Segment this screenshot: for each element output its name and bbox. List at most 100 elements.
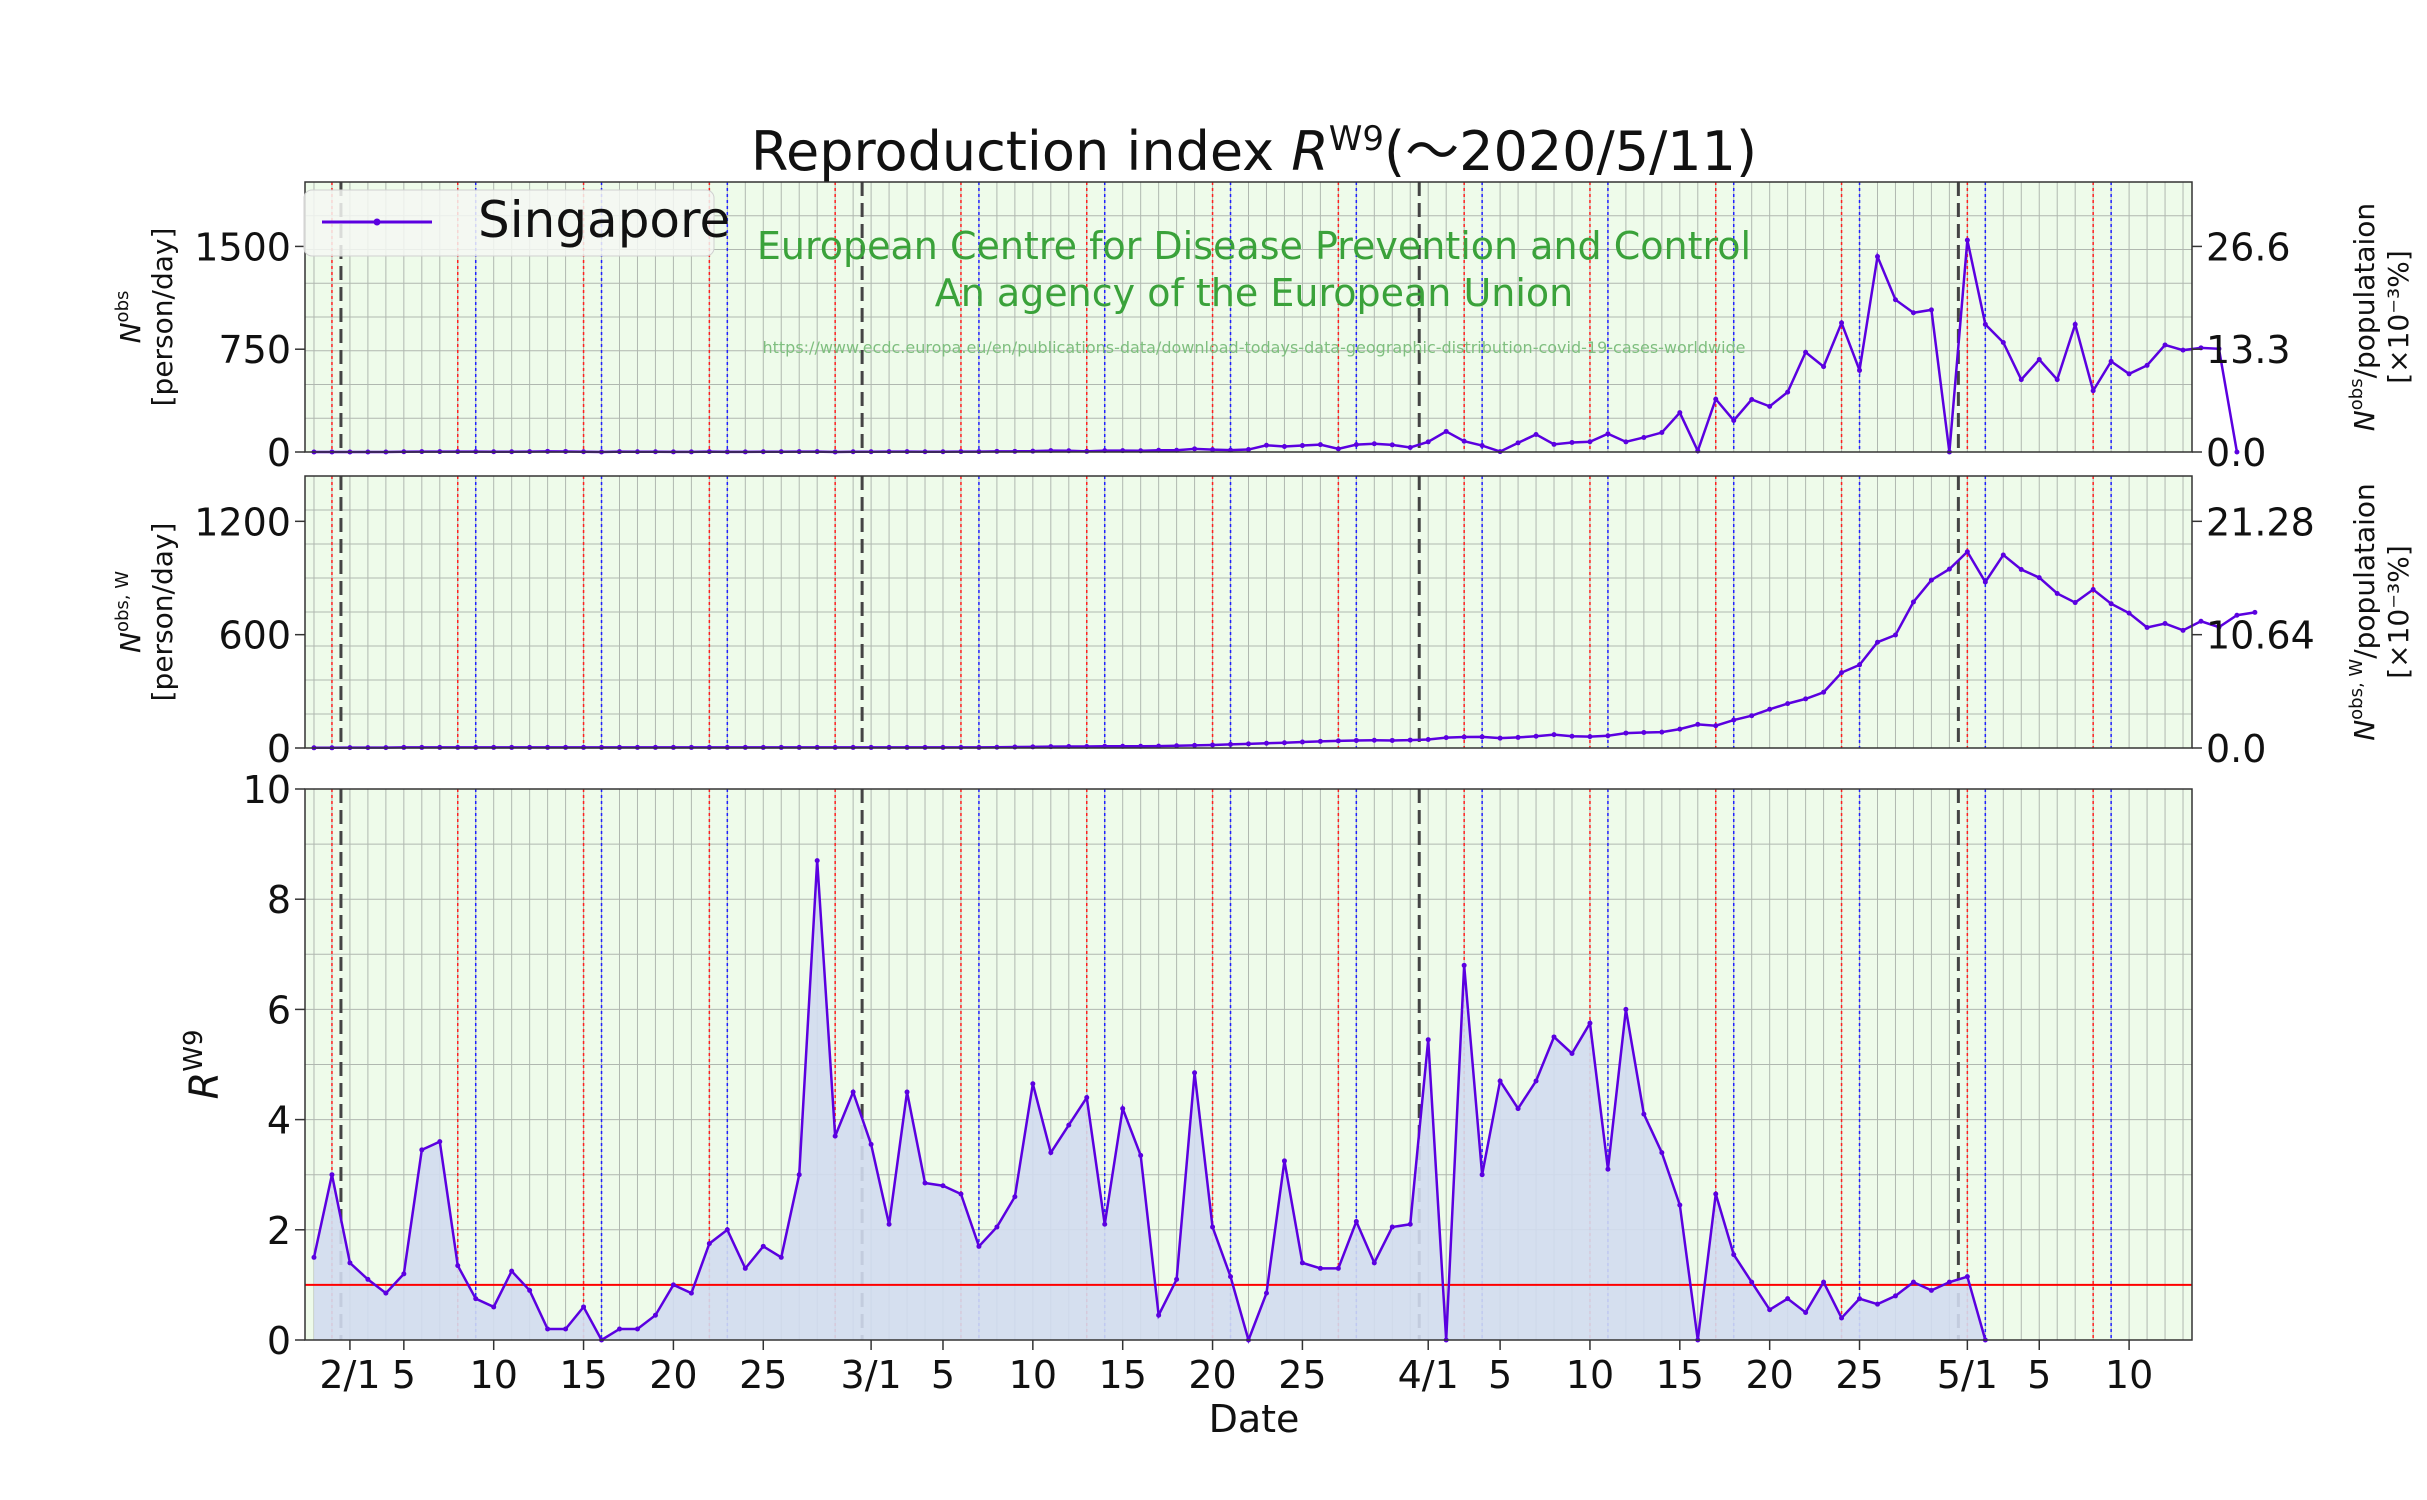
legend-marker xyxy=(373,218,381,226)
data-point xyxy=(1030,448,1036,454)
right-y-tick-label: 26.6 xyxy=(2206,225,2291,269)
y-axis-label: Nobs, W xyxy=(112,571,147,653)
x-tick-label: 15 xyxy=(1099,1353,1147,1397)
data-point xyxy=(778,1254,784,1260)
data-point xyxy=(311,1254,317,1260)
x-tick-label: 5 xyxy=(392,1353,416,1397)
data-point xyxy=(1497,735,1503,741)
data-point xyxy=(2216,624,2222,630)
data-point xyxy=(1910,310,1916,316)
legend-box xyxy=(303,189,715,257)
data-point xyxy=(1928,307,1934,313)
data-point xyxy=(563,1326,569,1332)
right-y-tick-label: 13.3 xyxy=(2206,328,2291,372)
data-point xyxy=(1659,430,1665,436)
data-point xyxy=(1641,1111,1647,1117)
data-point xyxy=(1982,579,1988,585)
data-point xyxy=(1317,442,1323,448)
data-point xyxy=(1263,740,1269,746)
y-tick-label: 750 xyxy=(218,328,291,372)
data-point xyxy=(1857,367,1863,373)
data-point xyxy=(976,1243,982,1249)
data-point xyxy=(1785,1296,1791,1302)
data-point xyxy=(2216,346,2222,352)
data-point xyxy=(1156,1312,1162,1318)
data-point xyxy=(1425,1037,1431,1043)
data-point xyxy=(670,1282,676,1288)
data-point xyxy=(1623,439,1629,445)
data-point xyxy=(329,1172,335,1178)
data-point xyxy=(2144,624,2150,630)
x-tick-label: 5/1 xyxy=(1937,1353,1998,1397)
data-point xyxy=(1371,1260,1377,1266)
y-tick-label: 2 xyxy=(267,1209,291,1253)
data-point xyxy=(1551,441,1557,447)
data-point xyxy=(940,1183,946,1189)
data-point xyxy=(1443,428,1449,434)
data-point xyxy=(1515,734,1521,740)
data-point xyxy=(1479,734,1485,740)
data-point xyxy=(2000,339,2006,345)
data-point xyxy=(1138,1152,1144,1158)
data-point xyxy=(1839,320,1845,326)
data-point xyxy=(1443,735,1449,741)
data-point xyxy=(2000,552,2006,558)
data-point xyxy=(2144,362,2150,368)
data-point xyxy=(1569,1050,1575,1056)
data-point xyxy=(1389,442,1395,448)
y-tick-label: 6 xyxy=(267,988,291,1032)
x-tick-label: 20 xyxy=(1188,1353,1236,1397)
data-point xyxy=(850,1089,856,1095)
area-fill xyxy=(313,860,1986,1340)
data-point xyxy=(1102,1221,1108,1227)
data-point xyxy=(1066,1122,1072,1128)
data-point xyxy=(760,1243,766,1249)
data-point xyxy=(1012,744,1018,750)
data-point xyxy=(1192,446,1198,452)
data-point xyxy=(347,1260,353,1266)
data-point xyxy=(1210,447,1216,453)
data-point xyxy=(1803,1309,1809,1315)
y-axis-label-superscript: W9 xyxy=(179,1029,209,1071)
data-point xyxy=(2180,347,2186,353)
data-point xyxy=(1587,734,1593,740)
data-point xyxy=(1120,1106,1126,1112)
data-point xyxy=(2198,618,2204,624)
data-point xyxy=(2252,609,2258,615)
x-tick-label: 25 xyxy=(739,1353,787,1397)
data-point xyxy=(1533,1078,1539,1084)
data-point xyxy=(814,858,820,864)
data-point xyxy=(2108,601,2114,607)
data-point xyxy=(1605,733,1611,739)
data-point xyxy=(1641,730,1647,736)
data-point xyxy=(1587,439,1593,445)
right-axis-label: Nobs, W/populataion xyxy=(2346,483,2381,741)
x-tick-label: 5 xyxy=(2027,1353,2051,1397)
data-point xyxy=(688,1290,694,1296)
data-point xyxy=(1569,733,1575,739)
data-point xyxy=(1821,364,1827,370)
data-point xyxy=(1210,1224,1216,1230)
data-point xyxy=(2126,371,2132,377)
x-tick-label: 10 xyxy=(1566,1353,1614,1397)
data-point xyxy=(994,1224,1000,1230)
data-point xyxy=(1569,440,1575,446)
data-point xyxy=(1228,1274,1234,1280)
data-point xyxy=(2180,627,2186,633)
right-axis-label-tail: /populataion xyxy=(2348,203,2381,379)
data-point xyxy=(1946,1279,1952,1285)
data-point xyxy=(581,1304,587,1310)
right-axis-label: Nobs/populataion xyxy=(2346,203,2381,431)
data-point xyxy=(1515,440,1521,446)
data-point xyxy=(1677,410,1683,416)
x-tick-label: 20 xyxy=(649,1353,697,1397)
right-axis-label-symbol: N xyxy=(2348,720,2381,741)
right-axis-unit: [×10⁻³%] xyxy=(2382,545,2415,679)
x-tick-label: 5 xyxy=(931,1353,955,1397)
data-point xyxy=(473,1296,479,1302)
data-point xyxy=(1857,1296,1863,1302)
y-axis-label: RW9 xyxy=(179,1029,228,1099)
data-point xyxy=(401,1271,407,1277)
data-point xyxy=(1839,1315,1845,1321)
data-point xyxy=(1246,741,1251,747)
